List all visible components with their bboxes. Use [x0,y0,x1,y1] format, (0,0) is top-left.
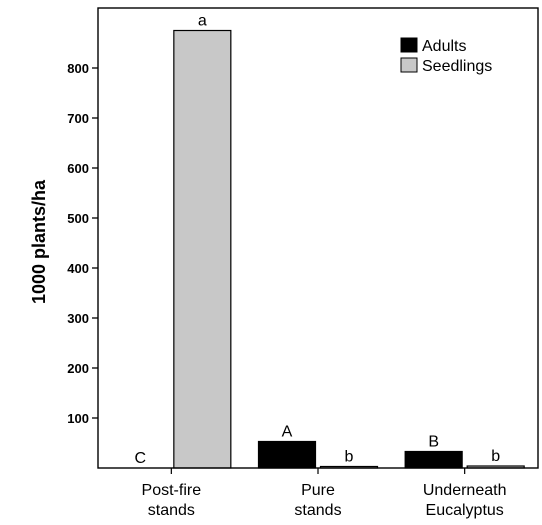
y-tick-label: 700 [67,111,89,126]
y-tick-label: 400 [67,261,89,276]
significance-label: b [491,448,500,465]
legend-swatch-adults [400,37,418,53]
y-tick-label: 200 [67,361,89,376]
plot-frame [97,7,539,469]
y-tick-label: 800 [67,61,89,76]
x-category-label: Pure stands [294,482,341,519]
significance-labels: Ca Ab Bb [135,13,501,468]
plot-border [97,7,539,469]
bar-seedlings-1 [173,29,232,469]
y-tick-label: 100 [67,411,89,426]
x-category-label: Post-fire stands [142,482,202,519]
y-axis: 100 200 300 400 500 600 700 800 [67,61,98,426]
significance-label: b [345,449,354,466]
legend-swatch-seedlings [400,57,418,73]
significance-label: a [198,13,207,30]
significance-label: C [135,450,147,467]
legend: Adults Seedlings [400,37,492,75]
x-axis: Post-fire stands Pure stands Underneath Eucal… [142,468,507,519]
bars [173,29,525,469]
y-axis-label: 1000 plants/ha [29,179,49,304]
x-category-label: Underneath Eucalyptus [423,482,507,519]
bar-adults-3 [404,450,463,469]
significance-label: A [282,424,293,441]
legend-label-seedlings: Seedlings [422,58,492,75]
legend-label-adults: Adults [422,38,466,55]
y-tick-label: 300 [67,311,89,326]
significance-label: B [428,434,439,451]
y-tick-label: 500 [67,211,89,226]
bar-adults-2 [257,440,317,469]
y-tick-label: 600 [67,161,89,176]
